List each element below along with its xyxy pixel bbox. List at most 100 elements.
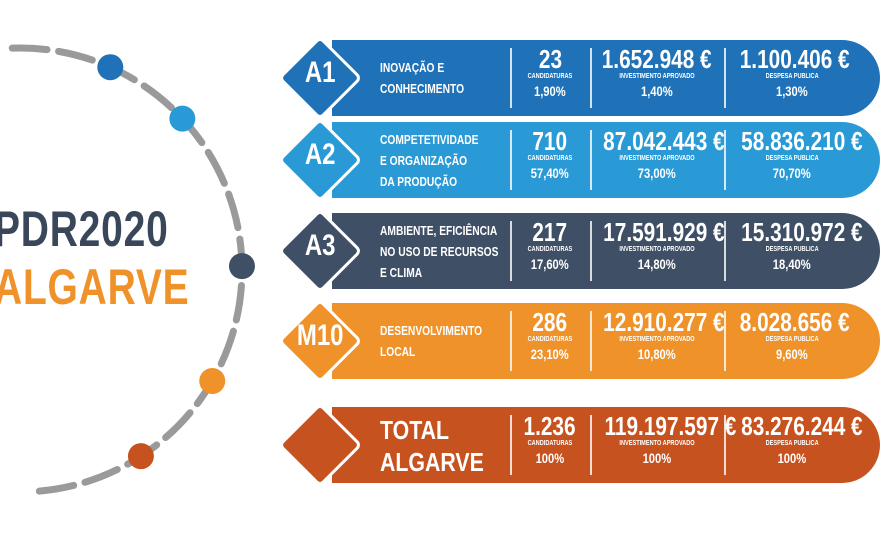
despesa-value: 83.276.244 € <box>741 411 863 441</box>
despesa-value: 1.100.406 € <box>739 44 850 74</box>
row-name-line: INOVAÇÃO E <box>380 61 445 75</box>
divider <box>510 415 512 475</box>
row-bar: AMBIENTE, EFICIÊNCIA NO USO DE RECURSOS E … <box>332 213 880 289</box>
candidaturas-label: CANDIDATURAS <box>527 246 573 253</box>
investimento-value: 119.197.597 € <box>604 411 737 441</box>
row-bar: DESENVOLVIMENTO LOCAL 286 CANDIDATURAS 23… <box>332 303 880 379</box>
candidaturas-pct: 1,90% <box>534 83 566 99</box>
arc-dot <box>127 443 154 470</box>
row-badge <box>276 401 364 489</box>
despesa-cell: 8.028.656 € DESPESA PUBLICA 9,60% <box>726 309 858 363</box>
investimento-value: 12.910.277 € <box>603 307 725 337</box>
investimento-label: INVESTIMENTO APROVADO <box>619 336 695 343</box>
arc-dash <box>8 44 51 54</box>
investimento-pct: 100% <box>642 450 672 466</box>
row-name-line: ALGARVE <box>380 447 484 477</box>
divider <box>590 221 592 281</box>
despesa-pct: 100% <box>777 450 807 466</box>
despesa-cell: 83.276.244 € DESPESA PUBLICA 100% <box>726 413 862 467</box>
despesa-value: 8.028.656 € <box>739 307 850 337</box>
arc-dash <box>35 481 78 495</box>
candidaturas-cell: 23 CANDIDATURAS 1,90% <box>512 46 588 100</box>
candidaturas-pct: 57,40% <box>530 165 569 181</box>
despesa-label: DESPESA PUBLICA <box>765 246 819 253</box>
investimento-label: INVESTIMENTO APROVADO <box>619 73 695 80</box>
investimento-label: INVESTIMENTO APROVADO <box>619 155 695 162</box>
row-code: A2 <box>304 138 336 171</box>
investimento-label: INVESTIMENTO APROVADO <box>619 246 695 253</box>
divider <box>724 221 726 281</box>
brand-title: PDR2020 <box>0 201 169 257</box>
despesa-pct: 1,30% <box>776 83 808 99</box>
despesa-label: DESPESA PUBLICA <box>765 155 819 162</box>
investimento-pct: 14,80% <box>637 256 676 272</box>
candidaturas-value: 217 <box>532 217 568 247</box>
divider <box>510 48 512 108</box>
row-name-line: LOCAL <box>380 345 416 359</box>
row-name-line: CONHECIMENTO <box>380 82 465 96</box>
row-a2: COMPETETIVIDADE E ORGANIZAÇÃO DA PRODUÇÃO … <box>276 117 884 203</box>
row-a1: INOVAÇÃO E CONHECIMENTO 23 CANDIDATURAS 1… <box>276 35 884 121</box>
despesa-cell: 15.310.972 € DESPESA PUBLICA 18,40% <box>726 219 862 273</box>
divider <box>724 311 726 371</box>
investimento-cell: 12.910.277 € INVESTIMENTO APROVADO 10,80… <box>588 309 726 363</box>
candidaturas-value: 286 <box>532 307 568 337</box>
arc-dash <box>225 190 242 232</box>
row-code: M10 <box>296 319 344 352</box>
row-a3: AMBIENTE, EFICIÊNCIA NO USO DE RECURSOS E … <box>276 208 884 294</box>
arc-dash <box>162 409 194 442</box>
despesa-label: DESPESA PUBLICA <box>765 336 819 343</box>
candidaturas-cell: 710 CANDIDATURAS 57,40% <box>512 128 588 182</box>
row-badge: A1 <box>276 34 364 122</box>
divider <box>724 415 726 475</box>
arc-dot <box>199 368 226 394</box>
row-badge: M10 <box>276 297 364 385</box>
despesa-pct: 70,70% <box>772 165 811 181</box>
row-code: A1 <box>304 56 336 89</box>
row-m10: DESENVOLVIMENTO LOCAL 286 CANDIDATURAS 23… <box>276 298 884 384</box>
candidaturas-label: CANDIDATURAS <box>527 336 573 343</box>
candidaturas-cell: 217 CANDIDATURAS 17,60% <box>512 219 588 273</box>
candidaturas-pct: 100% <box>535 450 565 466</box>
arc-dot <box>169 105 196 132</box>
despesa-pct: 9,60% <box>776 346 808 362</box>
divider <box>590 311 592 371</box>
investimento-cell: 87.042.443 € INVESTIMENTO APROVADO 73,00… <box>588 128 726 182</box>
row-name: AMBIENTE, EFICIÊNCIA NO USO DE RECURSOS E … <box>380 219 524 285</box>
row-name-line: AMBIENTE, EFICIÊNCIA <box>380 223 498 238</box>
row-bar: COMPETETIVIDADE E ORGANIZAÇÃO DA PRODUÇÃO … <box>332 122 880 198</box>
arc-dash <box>55 47 96 64</box>
row-name-line: TOTAL <box>380 415 450 445</box>
candidaturas-label: CANDIDATURAS <box>527 155 573 162</box>
despesa-cell: 1.100.406 € DESPESA PUBLICA 1,30% <box>726 46 858 100</box>
investimento-label: INVESTIMENTO APROVADO <box>619 440 695 447</box>
timeline-arc <box>8 44 255 495</box>
divider <box>510 130 512 190</box>
candidaturas-label: CANDIDATURAS <box>527 73 573 80</box>
despesa-value: 58.836.210 € <box>741 126 863 156</box>
candidaturas-cell: 286 CANDIDATURAS 23,10% <box>512 309 588 363</box>
candidaturas-label: CANDIDATURAS <box>527 440 573 447</box>
despesa-cell: 58.836.210 € DESPESA PUBLICA 70,70% <box>726 128 862 182</box>
row-name-line: E CLIMA <box>380 265 423 280</box>
investimento-pct: 73,00% <box>637 165 676 181</box>
candidaturas-pct: 23,10% <box>530 346 569 362</box>
candidaturas-value: 23 <box>538 44 562 74</box>
arc-dash <box>81 466 121 486</box>
divider <box>510 311 512 371</box>
divider <box>510 221 512 281</box>
row-name-line: COMPETETIVIDADE <box>380 132 479 147</box>
row-total: TOTAL ALGARVE 1.236 CANDIDATURAS 100% 119… <box>276 402 884 488</box>
divider <box>590 48 592 108</box>
row-name-line: DESENVOLVIMENTO <box>380 324 483 338</box>
investimento-cell: 119.197.597 € INVESTIMENTO APROVADO 100% <box>588 413 736 467</box>
arc-dot <box>97 54 124 81</box>
divider <box>590 415 592 475</box>
row-badge: A3 <box>276 207 364 295</box>
candidaturas-value: 710 <box>532 126 568 156</box>
divider <box>724 48 726 108</box>
arc-dash <box>204 148 228 187</box>
candidaturas-value: 1.236 <box>523 411 577 441</box>
despesa-value: 15.310.972 € <box>741 217 863 247</box>
arc-dash <box>232 281 245 324</box>
